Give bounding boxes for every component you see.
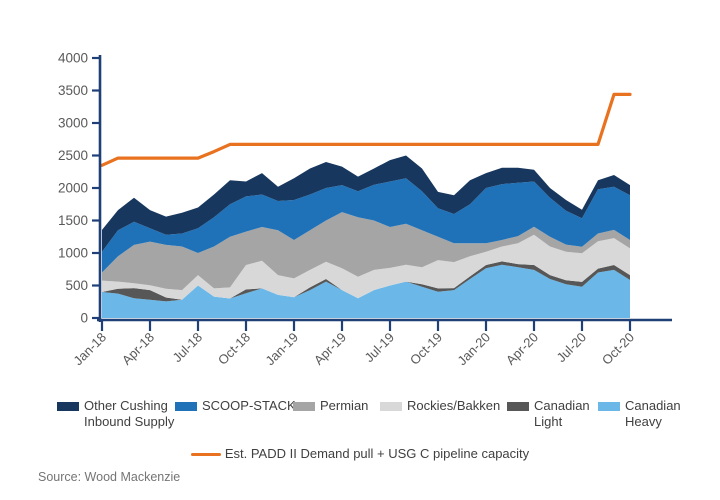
svg-text:Jul-18: Jul-18 — [169, 330, 205, 366]
area-canadian-light — [102, 261, 630, 302]
area-rockies-bakken — [102, 234, 630, 300]
legend-item-label: SCOOP-STACK — [202, 398, 296, 413]
svg-text:4000: 4000 — [58, 51, 88, 66]
legend-item: Rockies/Bakken — [380, 398, 527, 414]
legend-swatch-icon — [507, 402, 529, 411]
chart-canvas: 0 500 1000 1500 2000 2500 3000 3500 4000 Jan-18 Ap… — [58, 51, 672, 369]
svg-text:Apr-18: Apr-18 — [119, 330, 157, 368]
source-note: Source: Wood Mackenzie — [38, 470, 181, 484]
svg-text:Apr-19: Apr-19 — [311, 330, 349, 368]
svg-text:Oct-18: Oct-18 — [215, 330, 253, 368]
demand-line-swatch-icon — [190, 452, 221, 456]
area-scoop-stack — [102, 178, 630, 273]
legend-item: Canadian Light — [507, 398, 598, 430]
area-canadian-heavy — [102, 264, 630, 318]
legend-swatch-icon — [57, 402, 79, 411]
svg-text:3500: 3500 — [58, 83, 88, 98]
legend-item: Canadian Heavy — [598, 398, 689, 430]
svg-text:2500: 2500 — [58, 148, 88, 163]
demand-capacity-line — [100, 92, 632, 167]
svg-text:Oct-19: Oct-19 — [407, 330, 445, 368]
area-other-cushing-inbound-supply — [102, 155, 630, 252]
legend-item-label: Other Cushing Inbound Supply — [84, 398, 175, 429]
legend-swatch-icon — [293, 402, 315, 411]
svg-text:1500: 1500 — [58, 213, 88, 228]
legend-swatch-icon — [380, 402, 402, 411]
svg-text:3000: 3000 — [58, 116, 88, 131]
svg-text:Jul-20: Jul-20 — [553, 330, 589, 366]
legend-item-label: Permian — [320, 398, 369, 413]
svg-text:Jan-18: Jan-18 — [70, 330, 109, 369]
legend-item-label: Rockies/Bakken — [407, 398, 501, 413]
y-axis: 0 500 1000 1500 2000 2500 3000 3500 4000 — [58, 51, 102, 326]
svg-text:0: 0 — [80, 311, 88, 326]
x-axis: Jan-18 Apr-18 Jul-18 Oct-18 Jan-19 Apr-19 Jul-… — [70, 318, 672, 369]
demand-line-legend-label: Est. PADD II Demand pull + USG C pipelin… — [224, 446, 530, 461]
stacked-area-chart: 0 500 1000 1500 2000 2500 3000 3500 4000 Jan-18 Ap… — [58, 51, 672, 369]
area-permian — [102, 212, 630, 291]
svg-text:Jul-19: Jul-19 — [361, 330, 397, 366]
svg-text:Apr-20: Apr-20 — [503, 330, 541, 368]
svg-text:Oct-20: Oct-20 — [599, 330, 637, 368]
svg-text:500: 500 — [65, 278, 88, 293]
svg-text:Jan-19: Jan-19 — [262, 330, 301, 369]
legend-item-label: Canadian Heavy — [625, 398, 681, 429]
legend-row-1: Other Cushing Inbound Supply SCOOP-STACK P… — [0, 398, 720, 440]
svg-text:Jan-20: Jan-20 — [454, 330, 493, 369]
legend-swatch-icon — [598, 402, 620, 411]
legend-item-label: Canadian Light — [534, 398, 590, 429]
svg-text:1000: 1000 — [58, 246, 88, 261]
legend-item: Other Cushing Inbound Supply — [57, 398, 188, 430]
legend-item: Permian — [293, 398, 390, 414]
legend-swatch-icon — [175, 402, 197, 411]
legend-row-2: Est. PADD II Demand pull + USG C pipelin… — [0, 446, 720, 462]
svg-text:2000: 2000 — [58, 181, 88, 196]
legend-item: SCOOP-STACK — [175, 398, 332, 414]
